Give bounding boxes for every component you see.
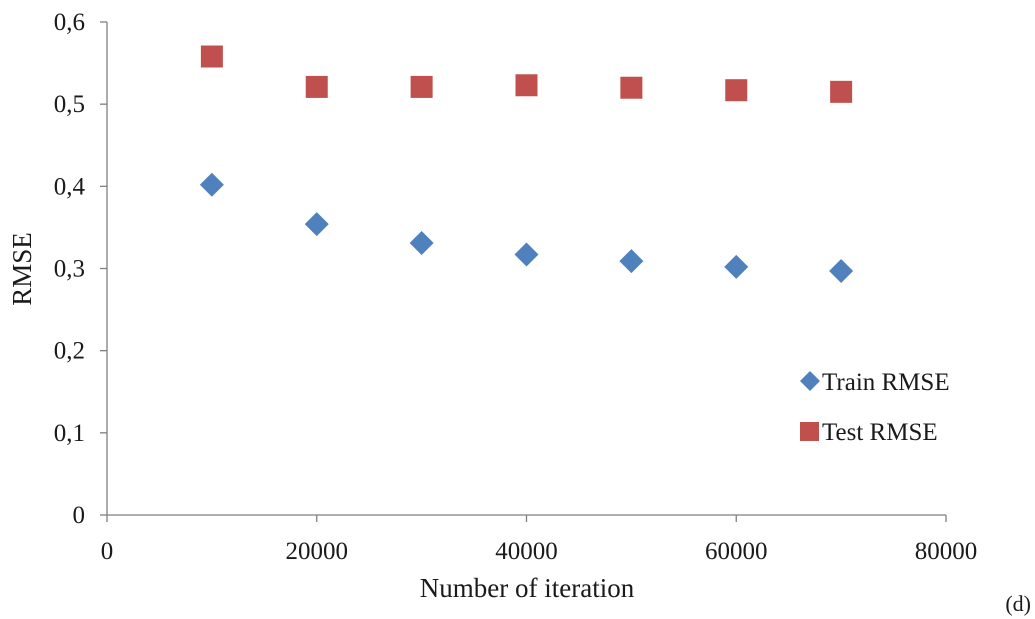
test-rmse-point xyxy=(725,79,748,102)
test-rmse-point xyxy=(515,74,538,97)
legend-marker-test xyxy=(800,422,819,441)
tick-marks xyxy=(100,21,947,522)
y-tick-label: 0,4 xyxy=(54,173,86,200)
test-rmse-point xyxy=(200,45,223,68)
test-rmse-point xyxy=(410,75,433,98)
train-rmse-point xyxy=(724,254,749,279)
legend-item-test: Test RMSE xyxy=(800,419,938,446)
train-rmse-point xyxy=(514,242,539,267)
train-rmse-point xyxy=(199,172,224,197)
y-tick-label: 0 xyxy=(73,502,86,529)
y-tick-label: 0,2 xyxy=(54,338,85,365)
train-rmse-point xyxy=(304,212,329,237)
data-points xyxy=(199,45,854,283)
panel-label: (d) xyxy=(1005,591,1031,616)
y-tick-label: 0,1 xyxy=(54,420,85,447)
test-rmse-point xyxy=(305,75,328,98)
train-rmse-point xyxy=(619,249,644,274)
train-rmse-point xyxy=(829,258,854,283)
tick-labels: 0 0,1 0,2 0,3 0,4 0,5 0,6 0 20000 40000 60000 80000 xyxy=(54,9,978,565)
x-tick-label: 0 xyxy=(101,538,114,565)
x-tick-label: 40000 xyxy=(495,538,558,565)
x-tick-label: 60000 xyxy=(705,538,768,565)
legend: Train RMSE Test RMSE xyxy=(800,369,950,446)
x-axis-title: Number of iteration xyxy=(420,573,635,603)
legend-marker-train xyxy=(800,371,820,391)
y-tick-label: 0,6 xyxy=(54,9,85,36)
test-rmse-point xyxy=(830,80,853,103)
x-tick-label: 20000 xyxy=(286,538,349,565)
legend-label-train: Train RMSE xyxy=(822,369,950,396)
y-tick-label: 0,5 xyxy=(54,91,85,118)
legend-label-test: Test RMSE xyxy=(822,419,938,446)
y-tick-label: 0,3 xyxy=(54,256,85,283)
legend-item-train: Train RMSE xyxy=(800,369,950,396)
y-axis-title: RMSE xyxy=(7,232,37,306)
test-rmse-point xyxy=(620,76,643,99)
x-tick-label: 80000 xyxy=(915,538,978,565)
train-rmse-point xyxy=(409,231,434,256)
